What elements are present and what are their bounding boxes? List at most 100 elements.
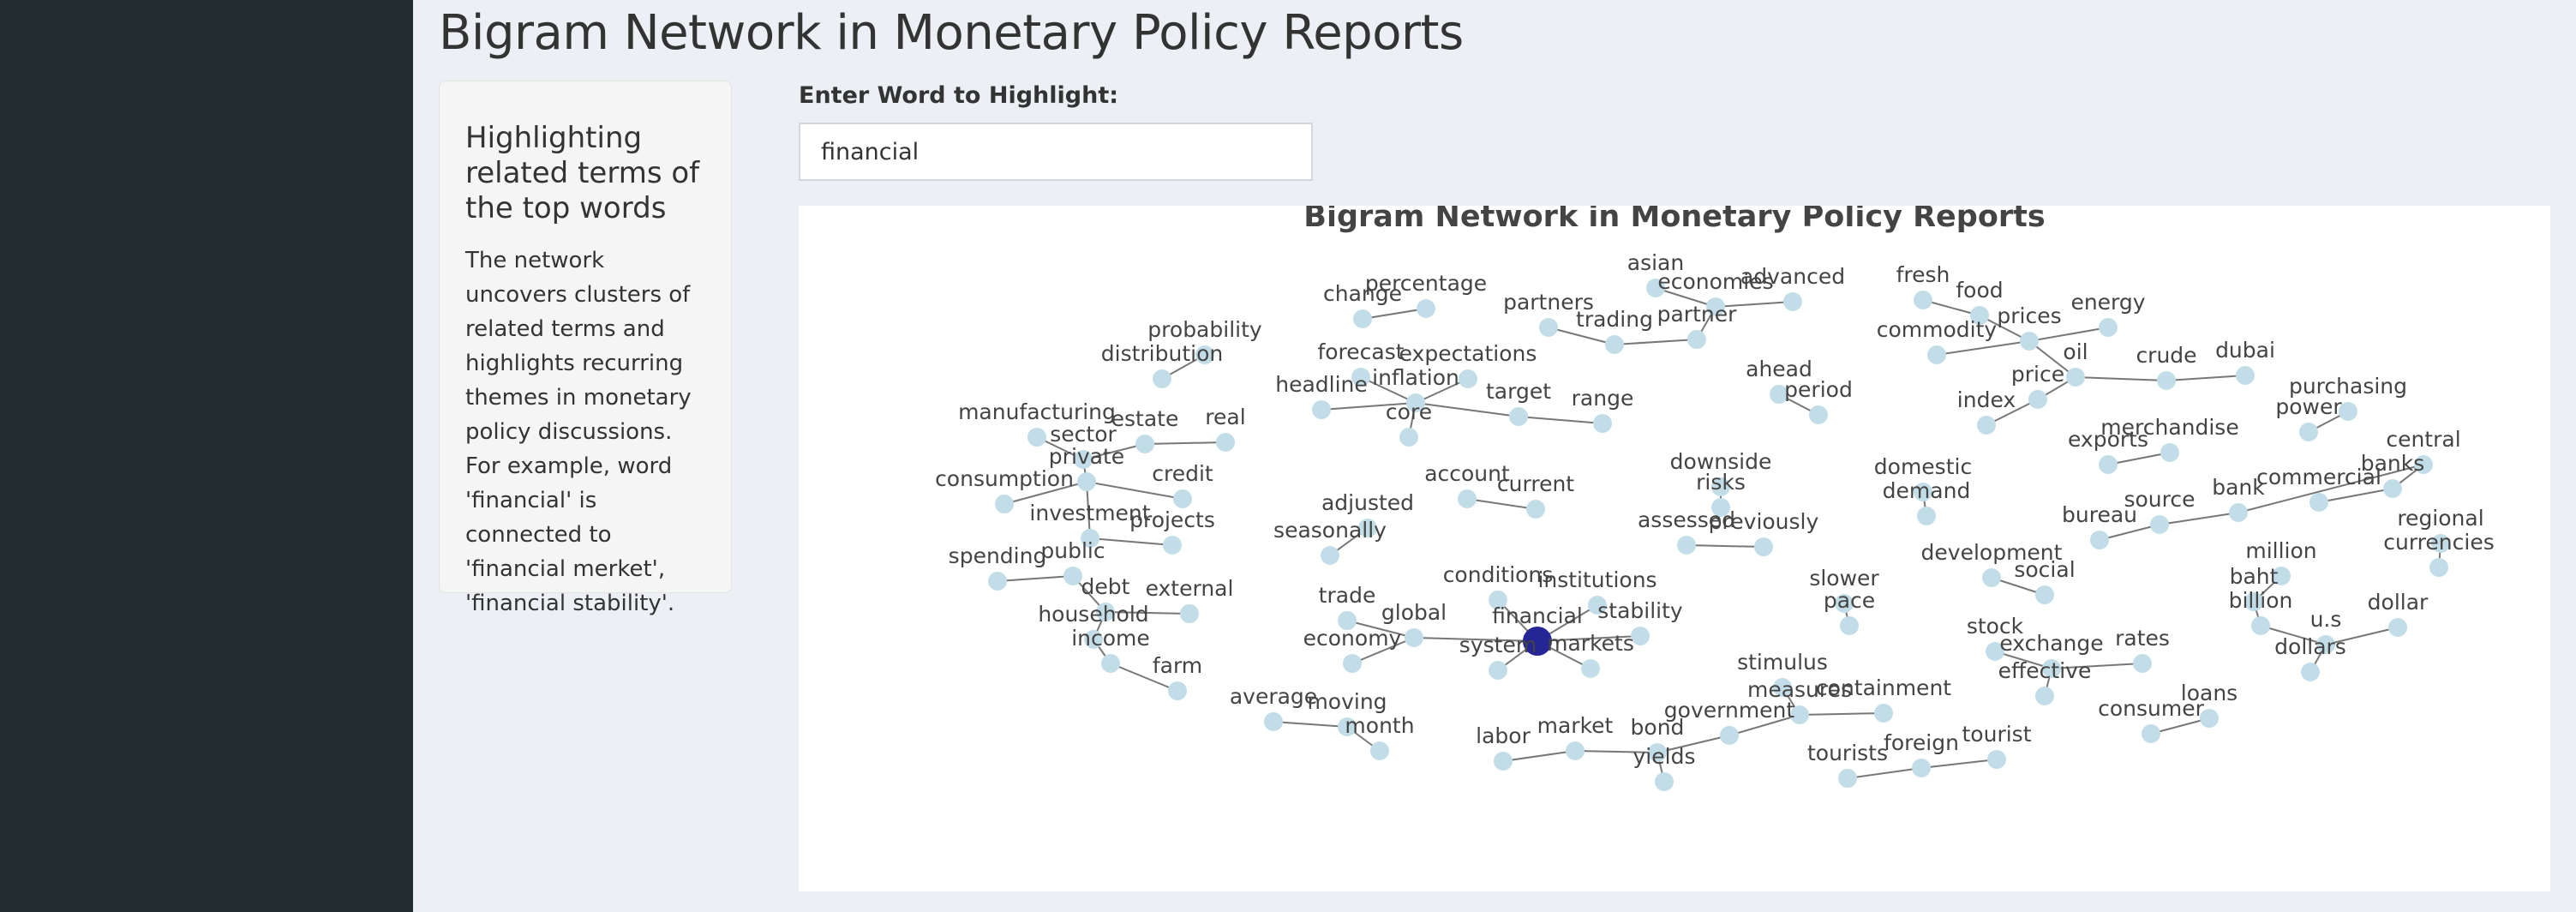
- node-purchasing[interactable]: [2339, 402, 2357, 421]
- node-effective[interactable]: [2035, 687, 2054, 705]
- node-debt[interactable]: [1096, 603, 1115, 621]
- node-financial[interactable]: [1523, 627, 1552, 656]
- node-commercial[interactable]: [2309, 493, 2328, 512]
- node-merchandise[interactable]: [2160, 443, 2179, 462]
- node-real[interactable]: [1216, 433, 1235, 452]
- node-income[interactable]: [1101, 654, 1120, 673]
- node-bond[interactable]: [1648, 743, 1667, 762]
- node-crude[interactable]: [2157, 371, 2176, 390]
- node-tourist[interactable]: [1987, 750, 2006, 769]
- node-bank[interactable]: [2229, 503, 2248, 522]
- network-plot-panel[interactable]: Bigram Network in Monetary Policy Report…: [799, 206, 2550, 891]
- node-institutions[interactable]: [1588, 596, 1607, 615]
- node-commodity[interactable]: [1927, 345, 1946, 364]
- node-external[interactable]: [1180, 604, 1199, 623]
- node-measures[interactable]: [1790, 705, 1809, 724]
- node-previously[interactable]: [1754, 537, 1773, 556]
- node-stock[interactable]: [1986, 642, 2004, 661]
- node-asian[interactable]: [1646, 279, 1665, 297]
- node-core[interactable]: [1399, 428, 1418, 447]
- node-demand[interactable]: [1917, 507, 1936, 525]
- node-consumer[interactable]: [2142, 724, 2160, 743]
- node-social[interactable]: [2035, 585, 2054, 604]
- node-currencies[interactable]: [2429, 558, 2448, 577]
- node-oil[interactable]: [2066, 368, 2085, 387]
- node-power[interactable]: [2299, 423, 2318, 441]
- node-tourists[interactable]: [1838, 769, 1857, 788]
- node-assessed[interactable]: [1677, 536, 1696, 555]
- node-dubai[interactable]: [2236, 366, 2255, 385]
- node-stimulus[interactable]: [1773, 678, 1792, 697]
- node-month[interactable]: [1370, 741, 1389, 760]
- node-private[interactable]: [1077, 472, 1096, 491]
- node-billion[interactable]: [2251, 616, 2270, 635]
- highlight-word-input[interactable]: [799, 123, 1313, 181]
- node-account[interactable]: [1458, 489, 1477, 508]
- node-us[interactable]: [2316, 635, 2335, 654]
- node-adjusted[interactable]: [1358, 519, 1377, 537]
- node-government[interactable]: [1720, 726, 1739, 745]
- node-spending[interactable]: [988, 572, 1007, 591]
- node-period[interactable]: [1809, 405, 1828, 424]
- node-slower[interactable]: [1835, 594, 1854, 613]
- node-manufacturing[interactable]: [1027, 428, 1046, 447]
- node-markets[interactable]: [1581, 659, 1600, 678]
- node-change[interactable]: [1353, 309, 1372, 328]
- node-rates[interactable]: [2133, 654, 2152, 673]
- node-banks[interactable]: [2383, 479, 2402, 498]
- node-inflation[interactable]: [1406, 393, 1425, 412]
- node-moving[interactable]: [1338, 717, 1357, 736]
- node-development[interactable]: [1982, 568, 2001, 587]
- node-prices[interactable]: [2020, 332, 2039, 351]
- node-sector[interactable]: [1074, 450, 1093, 469]
- node-economies[interactable]: [1706, 297, 1725, 316]
- node-index[interactable]: [1977, 416, 1996, 435]
- node-distribution[interactable]: [1153, 369, 1171, 388]
- node-million[interactable]: [2272, 567, 2291, 585]
- node-probability[interactable]: [1195, 345, 1214, 364]
- node-pace[interactable]: [1840, 616, 1859, 635]
- node-range[interactable]: [1593, 414, 1612, 433]
- node-percentage[interactable]: [1417, 299, 1435, 318]
- node-target[interactable]: [1509, 407, 1528, 426]
- node-food[interactable]: [1970, 306, 1989, 325]
- node-market[interactable]: [1566, 741, 1585, 760]
- node-foreign[interactable]: [1912, 759, 1931, 777]
- node-domestic[interactable]: [1914, 483, 1932, 501]
- node-partners[interactable]: [1539, 318, 1558, 337]
- node-price[interactable]: [2028, 390, 2047, 409]
- node-average[interactable]: [1264, 712, 1283, 731]
- node-household[interactable]: [1084, 630, 1103, 649]
- node-loans[interactable]: [2200, 709, 2219, 728]
- node-containment[interactable]: [1874, 704, 1893, 723]
- node-projects[interactable]: [1163, 536, 1182, 555]
- node-advanced[interactable]: [1783, 292, 1802, 311]
- node-labor[interactable]: [1494, 752, 1513, 771]
- node-trade[interactable]: [1338, 611, 1357, 630]
- node-public[interactable]: [1063, 567, 1082, 585]
- node-downside[interactable]: [1711, 477, 1730, 496]
- node-dollars[interactable]: [2301, 663, 2320, 681]
- node-partner[interactable]: [1687, 330, 1706, 349]
- node-credit[interactable]: [1173, 489, 1192, 508]
- node-risks[interactable]: [1711, 498, 1730, 517]
- node-exchange[interactable]: [2042, 659, 2061, 678]
- node-source[interactable]: [2150, 515, 2169, 534]
- node-economy[interactable]: [1343, 654, 1362, 673]
- node-regional[interactable]: [2431, 534, 2450, 553]
- network-chart[interactable]: Bigram Network in Monetary Policy Report…: [799, 206, 2550, 891]
- node-system[interactable]: [1489, 661, 1507, 680]
- node-global[interactable]: [1405, 628, 1423, 647]
- node-baht[interactable]: [2244, 592, 2263, 611]
- node-dollar[interactable]: [2388, 618, 2407, 637]
- node-seasonally[interactable]: [1321, 546, 1339, 565]
- node-ahead[interactable]: [1770, 385, 1788, 404]
- node-central[interactable]: [2414, 455, 2433, 474]
- node-exports[interactable]: [2099, 455, 2118, 474]
- node-bureau[interactable]: [2090, 531, 2109, 549]
- node-expectations[interactable]: [1459, 369, 1477, 388]
- node-headline[interactable]: [1312, 400, 1331, 419]
- node-energy[interactable]: [2099, 318, 2118, 337]
- node-fresh[interactable]: [1914, 291, 1932, 309]
- node-conditions[interactable]: [1489, 591, 1507, 609]
